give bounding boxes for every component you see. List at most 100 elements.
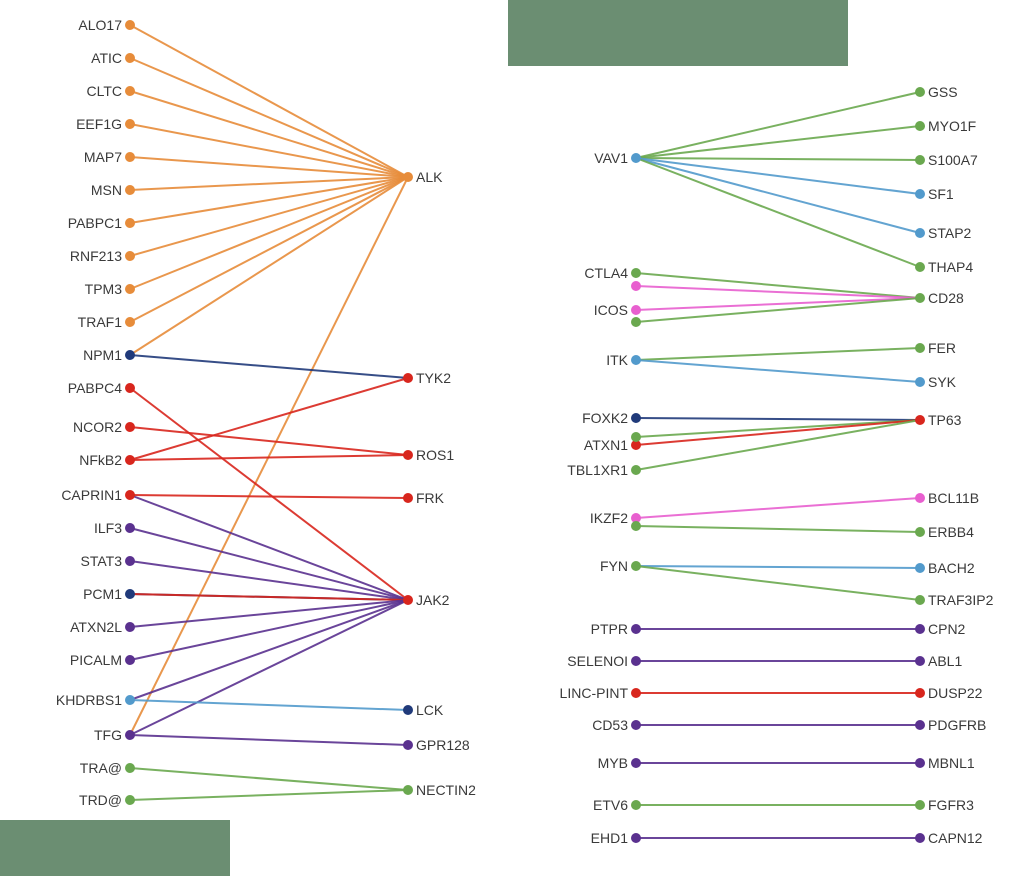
node-KHDRBS1: [125, 695, 135, 705]
label-ALO17: ALO17: [78, 17, 122, 33]
node-ATXN2L: [125, 622, 135, 632]
label-TYK2: TYK2: [416, 370, 451, 386]
node-ROS1: [403, 450, 413, 460]
edge-TFG-GPR128: [130, 735, 408, 745]
node-IKZF2g: [631, 521, 641, 531]
node-CLTC: [125, 86, 135, 96]
edge-ICOS-CD28: [636, 298, 920, 310]
label-ERBB4: ERBB4: [928, 524, 974, 540]
node-TRA@: [125, 763, 135, 773]
edge-KHDRBS1-LCK: [130, 700, 408, 710]
edge-VAV1-STAP2: [636, 158, 920, 233]
node-RNF213: [125, 251, 135, 261]
edge-ATXN2L-JAK2: [130, 600, 408, 627]
node-CPN2: [915, 624, 925, 634]
node-CAPRIN1: [125, 490, 135, 500]
node-ERBB4: [915, 527, 925, 537]
label-MYB: MYB: [598, 755, 628, 771]
label-MSN: MSN: [91, 182, 122, 198]
label-IKZF2: IKZF2: [590, 510, 628, 526]
label-CTLA4: CTLA4: [584, 265, 628, 281]
label-PICALM: PICALM: [70, 652, 122, 668]
label-GSS: GSS: [928, 84, 958, 100]
node-NCOR2: [125, 422, 135, 432]
node-PDGFRB: [915, 720, 925, 730]
label-LINC-PINT: LINC-PINT: [560, 685, 629, 701]
node-SELENOI: [631, 656, 641, 666]
label-RNF213: RNF213: [70, 248, 122, 264]
node-JAK2: [403, 595, 413, 605]
label-ATXN1: ATXN1: [584, 437, 628, 453]
panel-left: ALO17ATICCLTCEEF1GMAP7MSNPABPC1RNF213TPM…: [56, 17, 476, 808]
label-JAK2: JAK2: [416, 592, 450, 608]
label-SYK: SYK: [928, 374, 957, 390]
nodes-left: ALO17ATICCLTCEEF1GMAP7MSNPABPC1RNF213TPM…: [56, 17, 476, 808]
edge-CTLA4m-CD28: [636, 286, 920, 298]
node-MYO1F: [915, 121, 925, 131]
label-PCM1: PCM1: [83, 586, 122, 602]
node-ITK: [631, 355, 641, 365]
label-ITK: ITK: [606, 352, 628, 368]
edge-FOXK2-TP63: [636, 418, 920, 420]
node-S100A7: [915, 155, 925, 165]
node-NECTIN2: [403, 785, 413, 795]
node-PICALM: [125, 655, 135, 665]
edge-IKZF2-BCL11B: [636, 498, 920, 518]
node-ATXN1g: [631, 432, 641, 442]
node-ATIC: [125, 53, 135, 63]
label-FGFR3: FGFR3: [928, 797, 974, 813]
label-ATXN2L: ATXN2L: [70, 619, 122, 635]
label-CD28: CD28: [928, 290, 964, 306]
edge-VAV1-MYO1F: [636, 126, 920, 158]
edges-left: [130, 25, 408, 800]
node-MSN: [125, 185, 135, 195]
label-SELENOI: SELENOI: [567, 653, 628, 669]
node-STAT3: [125, 556, 135, 566]
node-ABL1: [915, 656, 925, 666]
label-CAPRIN1: CAPRIN1: [61, 487, 122, 503]
node-TBL1XR1: [631, 465, 641, 475]
label-TBL1XR1: TBL1XR1: [567, 462, 628, 478]
label-TP63: TP63: [928, 412, 962, 428]
node-SYK: [915, 377, 925, 387]
node-SF1: [915, 189, 925, 199]
background-box-1: [508, 0, 848, 66]
edge-NPM1-ALK: [130, 177, 408, 355]
node-CTLA4m: [631, 281, 641, 291]
label-ICOS: ICOS: [594, 302, 628, 318]
node-TRAF3IP2: [915, 595, 925, 605]
edge-TRD@-NECTIN2: [130, 790, 408, 800]
node-PABPC4: [125, 383, 135, 393]
node-ICOS: [631, 305, 641, 315]
label-EHD1: EHD1: [591, 830, 629, 846]
edges-right: [636, 92, 920, 838]
label-PTPR: PTPR: [591, 621, 628, 637]
node-FGFR3: [915, 800, 925, 810]
edge-VAV1-SF1: [636, 158, 920, 194]
label-BCL11B: BCL11B: [928, 490, 979, 506]
node-THAP4: [915, 262, 925, 272]
node-MBNL1: [915, 758, 925, 768]
label-ILF3: ILF3: [94, 520, 122, 536]
label-FRK: FRK: [416, 490, 445, 506]
label-TRAF1: TRAF1: [78, 314, 123, 330]
node-CD28: [915, 293, 925, 303]
node-ETV6: [631, 800, 641, 810]
node-TFG: [125, 730, 135, 740]
edge-CAPRIN1-FRK: [130, 495, 408, 498]
label-FOXK2: FOXK2: [582, 410, 628, 426]
label-ROS1: ROS1: [416, 447, 454, 463]
label-GPR128: GPR128: [416, 737, 470, 753]
panel-right: VAV1CTLA4ICOSITKFOXK2ATXN1TBL1XR1IKZF2FY…: [560, 84, 994, 846]
edge-ITK-FER: [636, 348, 920, 360]
label-CPN2: CPN2: [928, 621, 966, 637]
node-STAP2: [915, 228, 925, 238]
node-CAPN12: [915, 833, 925, 843]
edge-VAV1-S100A7: [636, 158, 920, 160]
node-PABPC1: [125, 218, 135, 228]
node-DUSP22: [915, 688, 925, 698]
label-FYN: FYN: [600, 558, 628, 574]
label-TRA@: TRA@: [80, 760, 122, 776]
node-FOXK2: [631, 413, 641, 423]
edge-CLTC-ALK: [130, 91, 408, 177]
